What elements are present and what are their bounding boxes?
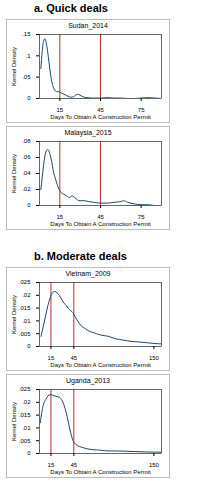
svg-text:Days To Obtain A Construction: Days To Obtain A Construction Permit	[50, 469, 151, 475]
html-text:Vietnam_2009: Vietnam_2009	[65, 270, 111, 277]
svg-text:.02: .02	[22, 186, 31, 192]
html-text:Sudan_2014: Sudan_2014	[68, 22, 108, 29]
svg-text:75: 75	[138, 214, 145, 220]
svg-text:75: 75	[138, 107, 145, 113]
svg-text:45: 45	[97, 107, 104, 113]
svg-text:.02: .02	[22, 292, 31, 298]
svg-text:Kernel Density: Kernel Density	[11, 295, 17, 334]
svg-text:150: 150	[149, 355, 160, 361]
svg-text:150: 150	[149, 462, 160, 468]
svg-text:.05: .05	[22, 74, 31, 80]
svg-text:.15: .15	[22, 31, 31, 37]
svg-text:.005: .005	[19, 438, 31, 444]
html-text:a. Quick deals: a. Quick deals	[34, 2, 108, 14]
svg-text:0: 0	[27, 202, 31, 208]
svg-text:.01: .01	[22, 318, 31, 324]
svg-text:.02: .02	[22, 399, 31, 405]
svg-text:.005: .005	[19, 331, 31, 337]
svg-text:Days To Obtain A Construction: Days To Obtain A Construction Permit	[50, 114, 151, 120]
svg-text:.01: .01	[22, 425, 31, 431]
svg-text:.04: .04	[22, 170, 31, 176]
svg-text:.015: .015	[19, 412, 31, 418]
html-text:b. Moderate deals: b. Moderate deals	[34, 250, 127, 262]
svg-text:0: 0	[27, 343, 31, 349]
html-text:Malaysia_2015: Malaysia_2015	[64, 129, 112, 136]
svg-text:.025: .025	[19, 386, 31, 392]
svg-text:.08: .08	[22, 138, 31, 144]
svg-text:Kernel Density: Kernel Density	[11, 402, 17, 441]
svg-text:.015: .015	[19, 305, 31, 311]
svg-text:Kernel Density: Kernel Density	[11, 154, 17, 193]
svg-text:.025: .025	[19, 279, 31, 285]
svg-text:15: 15	[56, 214, 63, 220]
svg-text:15: 15	[48, 355, 55, 361]
html-text:Uganda_2013: Uganda_2013	[66, 377, 110, 384]
svg-text:0: 0	[27, 95, 31, 101]
svg-text:45: 45	[70, 462, 77, 468]
svg-text:15: 15	[48, 462, 55, 468]
svg-text:.06: .06	[22, 154, 31, 160]
svg-text:0: 0	[27, 450, 31, 456]
svg-text:Days To Obtain A Construction: Days To Obtain A Construction Permit	[50, 362, 151, 368]
svg-text:Days To Obtain A Construction: Days To Obtain A Construction Permit	[50, 221, 151, 227]
svg-text:.1: .1	[25, 53, 31, 59]
svg-text:45: 45	[70, 355, 77, 361]
svg-text:Kernel Density: Kernel Density	[11, 47, 17, 86]
svg-text:15: 15	[56, 107, 63, 113]
svg-text:45: 45	[97, 214, 104, 220]
